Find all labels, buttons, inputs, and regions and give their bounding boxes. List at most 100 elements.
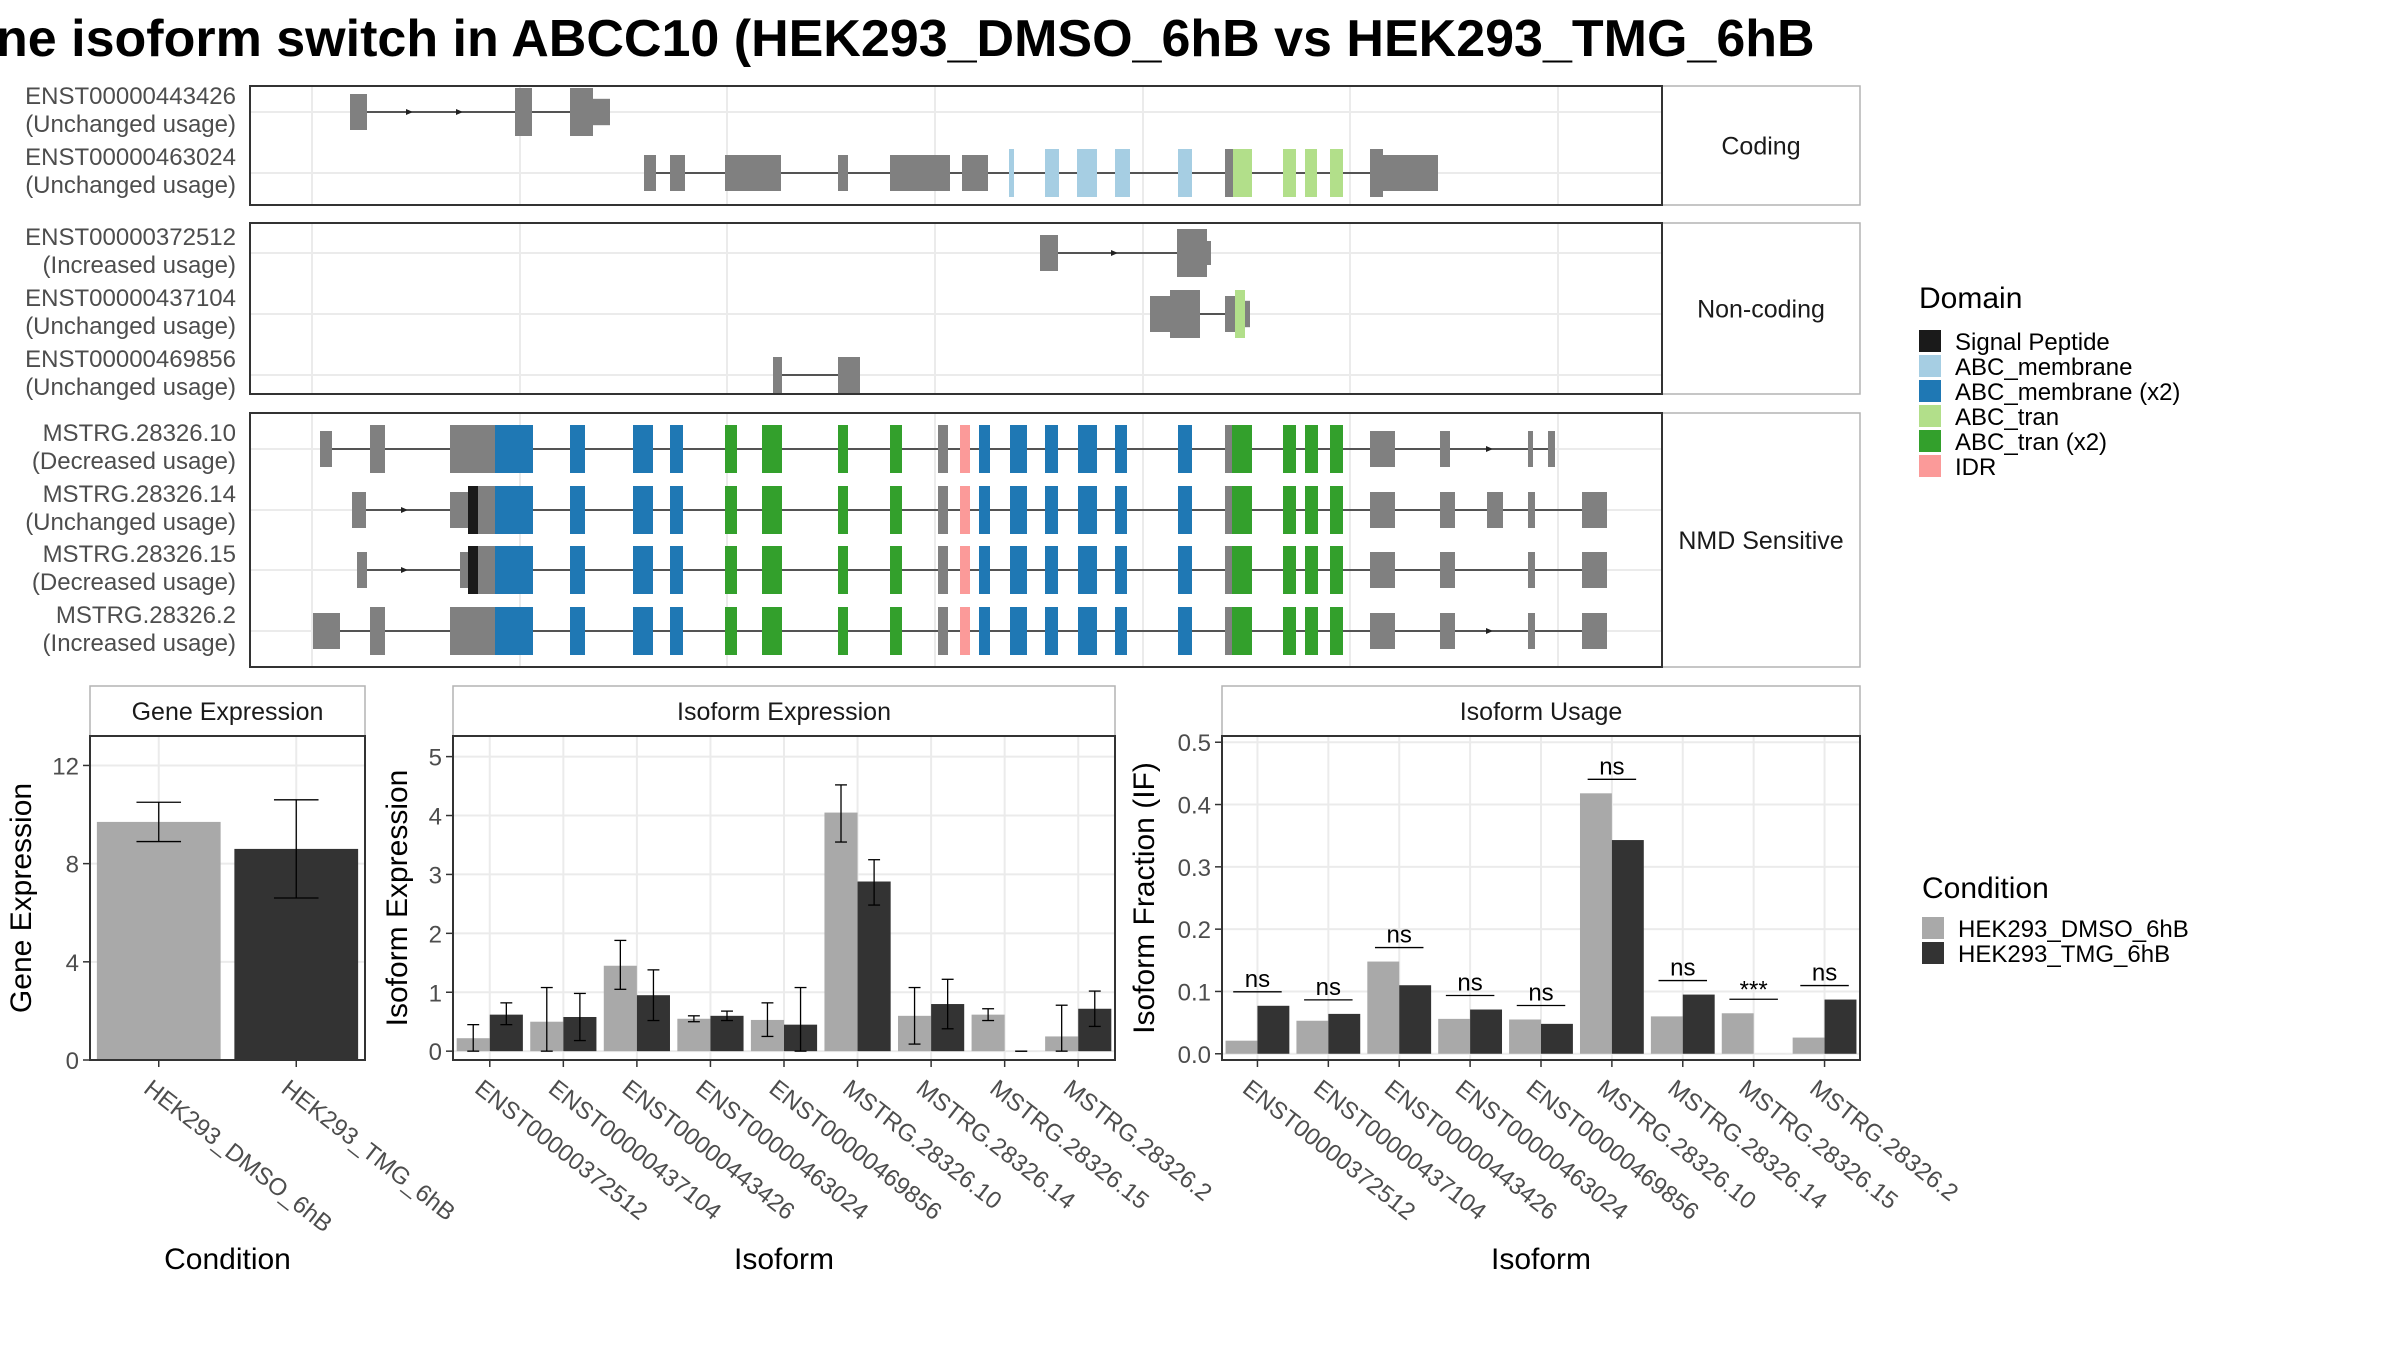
exon [1078, 425, 1097, 473]
bar [1541, 1023, 1573, 1054]
transcript-usage: (Decreased usage) [32, 569, 236, 596]
strand-arrow [1111, 250, 1118, 256]
bar [1438, 1018, 1471, 1054]
legend-label: ABC_tran [1955, 404, 2059, 431]
exon [890, 425, 902, 473]
bar [96, 821, 221, 1060]
transcript-id: MSTRG.28326.14 [43, 481, 236, 508]
bar [1682, 994, 1715, 1054]
exon [1178, 149, 1192, 197]
plot-border [1221, 735, 1861, 1061]
y-tick-label: 0.0 [1178, 1042, 1211, 1069]
significance-label: ns [1457, 970, 1482, 997]
exon [1045, 425, 1058, 473]
exon [838, 155, 848, 191]
exon [838, 607, 848, 655]
exon [1045, 607, 1058, 655]
transcript-usage: (Unchanged usage) [25, 172, 236, 199]
exon [1582, 552, 1607, 588]
legend-label: HEK293_TMG_6hB [1958, 941, 2170, 968]
exon [1078, 607, 1097, 655]
exon [320, 431, 332, 467]
strand-arrow [456, 109, 463, 115]
exon [1528, 552, 1535, 588]
exon [1440, 613, 1455, 649]
bar [1509, 1019, 1541, 1054]
exon [1010, 546, 1027, 594]
bar [1824, 999, 1857, 1054]
chart-title: Isoform Usage [1460, 698, 1623, 726]
bar [1792, 1037, 1825, 1054]
exon [1115, 149, 1130, 197]
exon [1010, 486, 1027, 534]
exon [670, 607, 683, 655]
exon [725, 486, 737, 534]
exon [1330, 546, 1343, 594]
transcript-usage: (Unchanged usage) [25, 374, 236, 401]
facet-border [249, 85, 1663, 206]
exon [979, 425, 990, 473]
exon [1045, 149, 1059, 197]
significance-label: ns [1387, 922, 1412, 949]
significance-label: ns [1528, 980, 1553, 1007]
figure-title: ne isoform switch in ABCC10 (HEK293_DMSO… [0, 10, 1815, 68]
exon [962, 155, 988, 191]
chart-title: Gene Expression [132, 698, 324, 726]
transcript-id: ENST00000463024 [25, 144, 236, 171]
y-tick-label: 0 [429, 1039, 442, 1066]
exon [890, 607, 902, 655]
transcript-id: ENST00000437104 [25, 285, 236, 312]
exon [1177, 229, 1207, 277]
exon [1370, 552, 1395, 588]
exon [1370, 492, 1395, 528]
exon [938, 425, 948, 473]
transcript-usage: (Unchanged usage) [25, 509, 236, 536]
bar [1650, 1016, 1683, 1054]
legend-key [1919, 455, 1941, 477]
gene-expression-chart: Gene Expression04812HEK293_DMSO_6hBHEK29… [5, 685, 460, 1276]
exon [1232, 607, 1252, 655]
x-axis-title: Condition [164, 1243, 291, 1276]
title-strip [89, 685, 366, 737]
exon [1115, 546, 1127, 594]
exon [1330, 486, 1343, 534]
legend-label: IDR [1955, 454, 1996, 481]
exon [1170, 290, 1200, 338]
exon [460, 552, 468, 588]
exon [1440, 492, 1455, 528]
exon [370, 425, 385, 473]
exon [1370, 613, 1395, 649]
exon [1225, 296, 1235, 332]
exon [352, 492, 366, 528]
exon [1487, 492, 1503, 528]
strand-arrow [406, 109, 413, 115]
y-axis-title: Isoform Expression [381, 770, 414, 1027]
y-tick-label: 4 [429, 804, 442, 831]
exon [1232, 546, 1252, 594]
exon [468, 546, 478, 594]
bar [677, 1018, 711, 1052]
exon [1305, 425, 1318, 473]
strand-arrow [401, 507, 408, 513]
y-tick-label: 4 [66, 950, 79, 977]
transcript-id: MSTRG.28326.2 [56, 602, 236, 629]
y-tick-label: 1 [429, 980, 442, 1007]
exon [1040, 235, 1058, 271]
exon [495, 425, 533, 473]
exon [1045, 546, 1058, 594]
facet-border [249, 222, 1663, 395]
exon [1330, 607, 1343, 655]
exon [1330, 425, 1343, 473]
y-tick-label: 0.3 [1178, 855, 1211, 882]
legend-key [1922, 917, 1944, 939]
transcript-usage: (Increased usage) [43, 630, 236, 657]
exon [633, 546, 653, 594]
legend-key [1919, 430, 1941, 452]
title-strip [452, 685, 1116, 737]
exon [593, 98, 610, 126]
exon [370, 607, 385, 655]
facet-strip-label: NMD Sensitive [1678, 527, 1843, 555]
exon [1528, 613, 1535, 649]
bar [1328, 1013, 1361, 1054]
exon [762, 425, 782, 473]
